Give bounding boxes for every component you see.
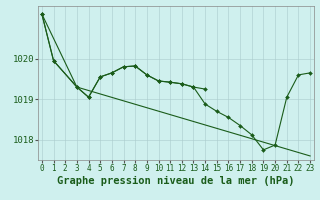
X-axis label: Graphe pression niveau de la mer (hPa): Graphe pression niveau de la mer (hPa) (57, 176, 295, 186)
